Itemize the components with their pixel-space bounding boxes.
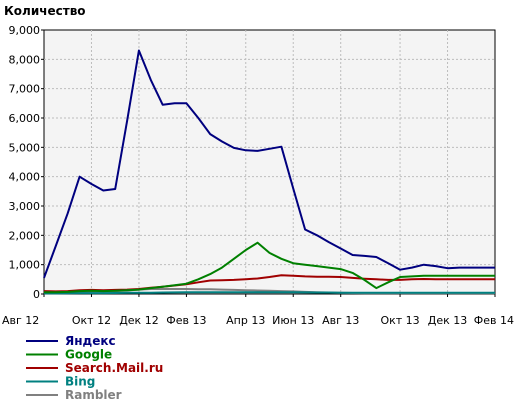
y-tick-label: 5,000 bbox=[9, 141, 41, 154]
plot-area bbox=[43, 29, 496, 295]
series-group bbox=[43, 49, 495, 295]
x-tick-label: Дек 13 bbox=[428, 314, 468, 327]
x-tick-label: Июн 13 bbox=[272, 314, 314, 327]
y-tick-label: 8,000 bbox=[9, 53, 41, 66]
legend-label: Search.Mail.ru bbox=[65, 361, 163, 375]
legend-label: Bing bbox=[65, 375, 95, 389]
series-line bbox=[44, 241, 495, 294]
x-tick-label: Авг 12 bbox=[2, 314, 39, 327]
y-tick-label: 9,000 bbox=[9, 24, 41, 37]
x-tick-label: Фев 14 bbox=[474, 314, 514, 327]
y-tick-label: 2,000 bbox=[9, 229, 41, 242]
y-axis: 0 1,000 2,000 3,000 4,000 5,000 6,000 7,000 8,00… bbox=[9, 24, 44, 301]
y-tick-label: 1,000 bbox=[9, 259, 41, 272]
y-tick-label: 4,000 bbox=[9, 171, 41, 184]
x-tick-label: Окт 12 bbox=[72, 314, 111, 327]
y-tick-label: 0 bbox=[33, 288, 40, 301]
x-tick-label: Дек 12 bbox=[119, 314, 159, 327]
y-tick-label: 6,000 bbox=[9, 112, 41, 125]
legend-label: Яндекс bbox=[65, 334, 116, 348]
x-tick-label: Фев 13 bbox=[166, 314, 206, 327]
y-tick-label: 7,000 bbox=[9, 83, 41, 96]
legend-label: Rambler bbox=[65, 388, 122, 402]
x-axis: Авг 12 Окт 12 Дек 12 Фев 13 Апр 13 Июн 13 Авг … bbox=[2, 294, 514, 327]
x-tick-label: Апр 13 bbox=[226, 314, 265, 327]
legend-label: Google bbox=[65, 348, 112, 362]
y-tick-label: 3,000 bbox=[9, 200, 41, 213]
x-tick-label: Авг 13 bbox=[322, 314, 359, 327]
series-line bbox=[44, 291, 495, 295]
x-tick-label: Окт 13 bbox=[380, 314, 419, 327]
chart-title: Количество bbox=[4, 4, 86, 18]
series-line bbox=[43, 49, 495, 279]
grid bbox=[44, 30, 495, 294]
